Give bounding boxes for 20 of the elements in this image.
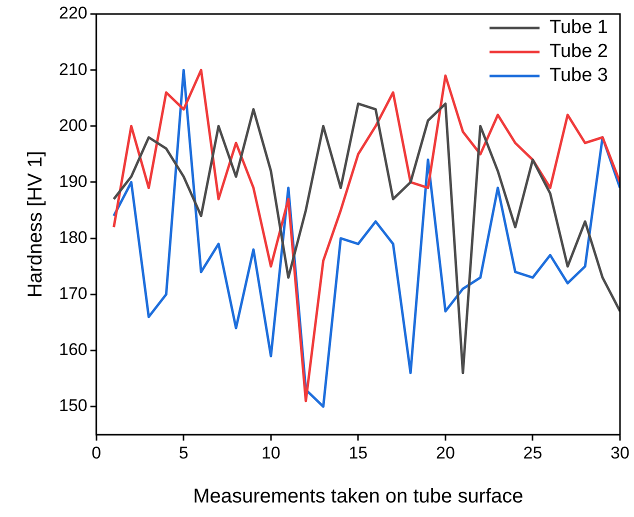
y-tick-label: 190	[58, 172, 88, 191]
x-tick-label: 20	[436, 443, 455, 462]
x-tick-label: 5	[178, 443, 188, 462]
x-tick-label: 10	[261, 443, 280, 462]
y-axis-title: Hardness [HV 1]	[24, 150, 47, 298]
x-axis-title: Measurements taken on tube surface	[193, 486, 524, 508]
y-tick-label: 170	[58, 284, 88, 304]
legend-label: Tube 3	[550, 65, 608, 86]
y-tick-label: 220	[58, 4, 88, 23]
x-tick-label: 0	[92, 443, 102, 462]
x-tick-label: 15	[348, 443, 368, 462]
legend-label: Tube 2	[550, 41, 608, 62]
y-tick-label: 160	[58, 340, 88, 360]
y-tick-label: 200	[58, 116, 88, 135]
x-tick-label: 25	[523, 443, 542, 462]
legend-label: Tube 1	[550, 17, 608, 38]
y-tick-label: 210	[58, 60, 88, 79]
y-tick-label: 180	[58, 228, 88, 248]
y-tick-label: 150	[58, 396, 88, 416]
x-tick-label: 30	[610, 443, 630, 462]
